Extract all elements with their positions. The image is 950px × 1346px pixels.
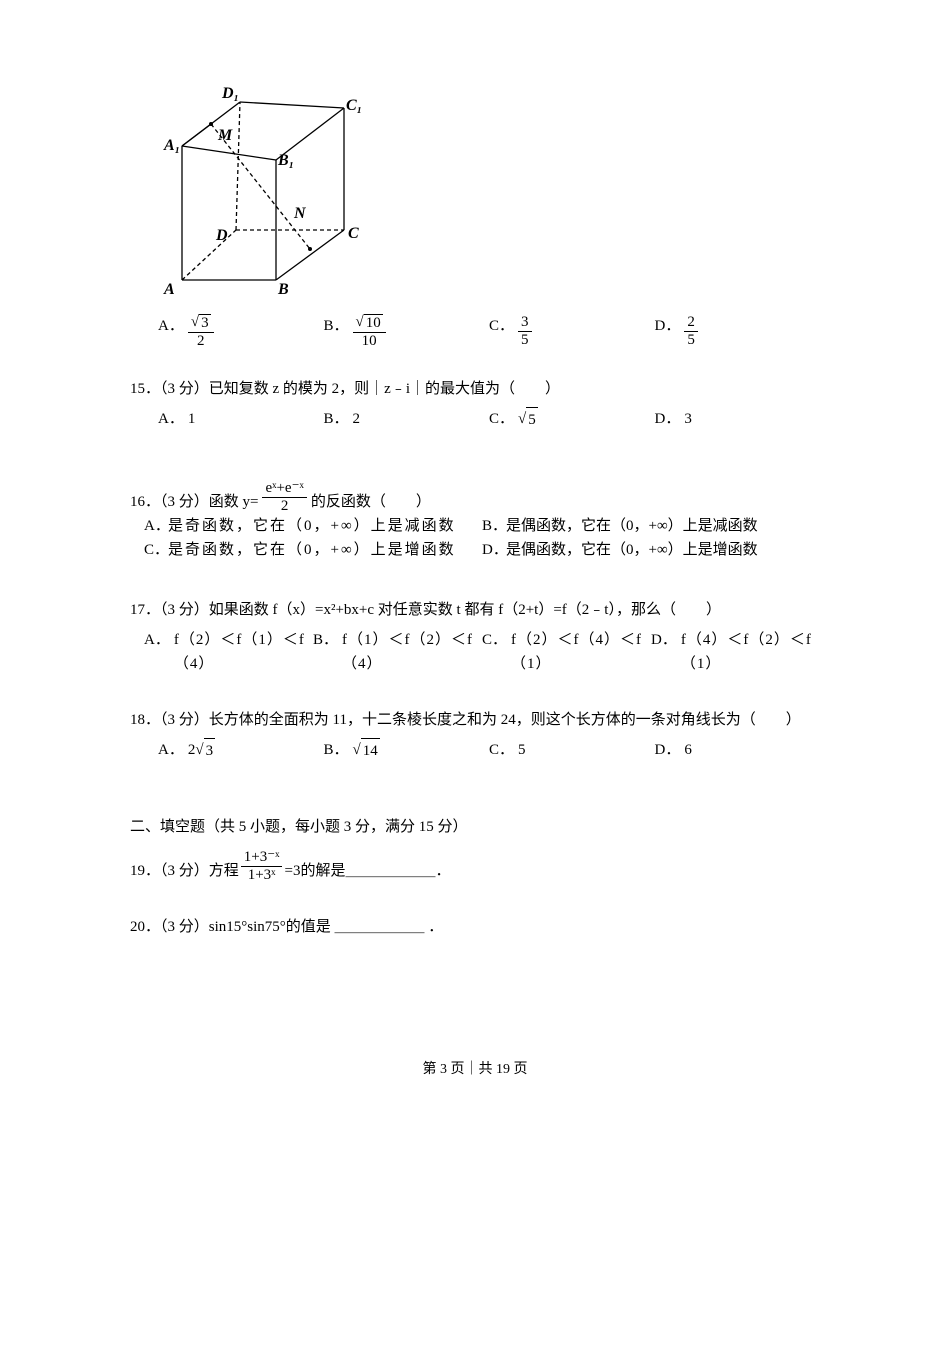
svg-text:D: D [215,227,228,244]
q18-d: 6 [684,738,692,762]
q15-b: 2 [353,407,361,431]
q18-opt-d: D．6 [655,738,821,763]
svg-text:M: M [217,127,233,144]
q14-b-frac: √1010 [353,314,386,349]
q16-fraction: eˣ+e⁻ˣ2 [262,480,306,514]
q15-a: 1 [188,407,196,431]
q15-opt-a: A．1 [158,407,324,432]
q20: 20．（3 分）sin15°sin75°的值是 ＿＿＿＿＿＿ ． [130,915,820,939]
svg-text:D₁: D₁ [221,85,239,102]
svg-text:C₁: C₁ [346,97,362,114]
q15-stem: 15．（3 分）已知复数 z 的模为 2，则｜z﹣i｜的最大值为（ ） [130,377,820,401]
q14-opt-c: C． 35 [489,314,655,349]
opt-label-c: C． [489,314,514,338]
opt-label-a: A． [158,314,184,338]
cube-svg: A₁ B₁ C₁ D₁ A B C D M N [158,80,368,300]
q19-blank: ＿＿＿＿＿＿ [345,859,435,883]
q17-opt-d: D．f（4）＜f（2）＜f（1） [651,628,820,676]
q16: 16．（3 分）函数 y= eˣ+e⁻ˣ2 的反函数（ ） A．是奇函数，它在（… [130,480,820,562]
q20-stem: 20．（3 分）sin15°sin75°的值是 [130,919,331,935]
q20-end: ． [428,919,443,935]
q19-num: 19．（3 分）方程 [130,859,239,883]
q15-d: 3 [684,407,692,431]
q17-opt-b: B．f（1）＜f（2）＜f（4） [313,628,482,676]
q16-b: 是偶函数，它在（0，+∞）上是减函数 [506,514,758,538]
q17-a: f（2）＜f（1）＜f（4） [174,628,313,676]
q18: 18．（3 分）长方体的全面积为 11，十二条棱长度之和为 24，则这个长方体的… [130,708,820,763]
cube-diagram: A₁ B₁ C₁ D₁ A B C D M N [158,80,820,308]
opt-label-b: B． [324,314,349,338]
q14-opt-a: A． √32 [158,314,324,349]
q15-c: √5 [518,407,538,432]
q14-d-frac: 25 [684,314,698,348]
opt-label-d: D． [655,314,681,338]
q19-eq: =3 [284,859,300,883]
svg-text:A: A [163,281,175,298]
q19-fraction: 1+3⁻ˣ1+3ˣ [241,849,283,883]
q17-opt-a: A．f（2）＜f（1）＜f（4） [144,628,313,676]
q17: 17．（3 分）如果函数 f（x）=x²+bx+c 对任意实数 t 都有 f（2… [130,598,820,676]
q14-options: A． √32 B． √1010 C． 35 D． 25 [158,314,820,349]
q14-opt-b: B． √1010 [324,314,490,349]
q14-c-frac: 35 [518,314,532,348]
q15-opt-d: D．3 [655,407,821,432]
svg-text:B: B [277,281,289,298]
q19-end: ． [435,859,450,883]
q16-stem: 16．（3 分）函数 y= eˣ+e⁻ˣ2 的反函数（ ） [130,480,820,514]
svg-text:N: N [293,205,307,222]
q17-opt-c: C．f（2）＜f（4）＜f（1） [482,628,651,676]
q17-b: f（1）＜f（2）＜f（4） [342,628,482,676]
svg-text:B₁: B₁ [277,152,294,169]
q16-c: 是奇函数，它在（0，+∞）上是增函数 [168,538,456,562]
q16-d: 是偶函数，它在（0，+∞）上是增函数 [506,538,758,562]
q14-opt-d: D． 25 [655,314,821,349]
q16-a: 是奇函数，它在（0，+∞）上是减函数 [168,514,456,538]
q17-stem: 17．（3 分）如果函数 f（x）=x²+bx+c 对任意实数 t 都有 f（2… [130,598,820,622]
q18-stem: 18．（3 分）长方体的全面积为 11，十二条棱长度之和为 24，则这个长方体的… [130,708,820,732]
q18-b: √14 [353,738,380,763]
q18-opt-a: A．2√3 [158,738,324,763]
q18-c: 5 [518,738,526,762]
q15: 15．（3 分）已知复数 z 的模为 2，则｜z﹣i｜的最大值为（ ） A．1 … [130,377,820,432]
q18-opt-c: C．5 [489,738,655,763]
q17-c: f（2）＜f（4）＜f（1） [511,628,651,676]
q15-opt-b: B．2 [324,407,490,432]
q15-opt-c: C．√5 [489,407,655,432]
q17-d: f（4）＜f（2）＜f（1） [681,628,820,676]
q20-blank: ＿＿＿＿＿＿ [335,919,425,935]
q19-tail: 的解是 [300,859,345,883]
q16-num: 16．（3 分）函数 y= [130,490,258,514]
q19: 19．（3 分）方程 1+3⁻ˣ1+3ˣ =3 的解是 ＿＿＿＿＿＿ ． [130,849,820,883]
q17-options: A．f（2）＜f（1）＜f（4） B．f（1）＜f（2）＜f（4） C．f（2）… [144,628,820,676]
q18-options: A．2√3 B．√14 C．5 D．6 [158,738,820,763]
page-footer: 第 3 页｜共 19 页 [130,1059,820,1081]
q15-options: A．1 B．2 C．√5 D．3 [158,407,820,432]
q18-opt-b: B．√14 [324,738,490,763]
section2-title: 二、填空题（共 5 小题，每小题 3 分，满分 15 分） [130,815,820,839]
q18-a: 2√3 [188,738,215,763]
svg-text:A₁: A₁ [163,137,180,154]
q14-a-frac: √32 [188,314,214,349]
q16-tail: 的反函数（ ） [311,490,431,514]
q16-options: A．是奇函数，它在（0，+∞）上是减函数 B．是偶函数，它在（0，+∞）上是减函… [144,514,820,562]
svg-text:C: C [348,225,359,242]
